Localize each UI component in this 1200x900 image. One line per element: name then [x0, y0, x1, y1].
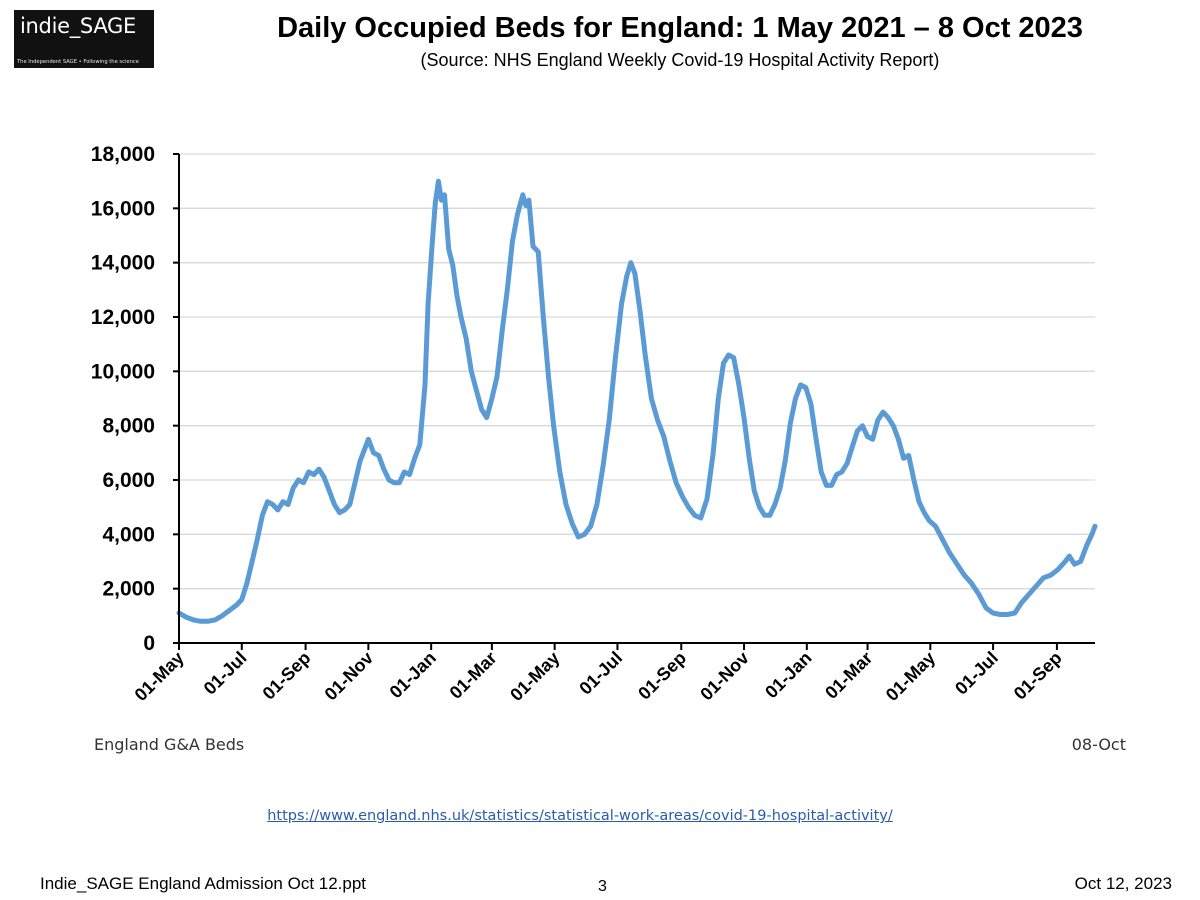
- logo-tagline: The Independent SAGE • Following the sci…: [17, 59, 139, 65]
- line-chart: 0 2,000 4,000 6,000 8,000 10,000 12,000 14,000 1…: [91, 143, 1126, 754]
- x-tick-label: 01-Jul: [575, 648, 626, 699]
- y-axis-ticks: 0 2,000 4,000 6,000 8,000 10,000 12,000 14,000 1…: [91, 143, 179, 655]
- y-tick-label: 10,000: [91, 360, 155, 383]
- footer-date: Oct 12, 2023: [1074, 874, 1172, 893]
- x-tick-label: 01-May: [506, 648, 563, 705]
- series-line-england-ga-beds: [176, 178, 1098, 624]
- y-tick-label: 16,000: [91, 197, 155, 220]
- y-tick-label: 6,000: [102, 469, 155, 492]
- x-tick-label: 01-Jul: [200, 648, 251, 699]
- chart-title: Daily Occupied Beds for England: 1 May 2…: [277, 12, 1083, 44]
- chart-subtitle: (Source: NHS England Weekly Covid-19 Hos…: [420, 50, 940, 70]
- y-tick-label: 12,000: [91, 306, 155, 329]
- x-tick-label: 01-Sep: [259, 648, 315, 704]
- x-tick-label: 01-May: [131, 648, 188, 705]
- source-link[interactable]: https://www.england.nhs.uk/statistics/st…: [267, 808, 893, 824]
- footer-filename: Indie_SAGE England Admission Oct 12.ppt: [40, 874, 367, 893]
- y-tick-label: 0: [143, 632, 155, 655]
- y-tick-label: 2,000: [102, 578, 155, 601]
- x-tick-label: 01-Sep: [1010, 648, 1066, 704]
- x-tick-label: 01-Nov: [696, 648, 753, 705]
- x-tick-label: 01-Mar: [821, 648, 876, 703]
- y-tick-label: 14,000: [91, 252, 155, 275]
- x-tick-label: 01-Jul: [951, 648, 1002, 699]
- y-tick-label: 18,000: [91, 143, 155, 166]
- logo-name: indie_SAGE: [20, 14, 136, 38]
- footer-page-number: 3: [598, 878, 607, 895]
- y-tick-label: 4,000: [102, 523, 155, 546]
- indie-sage-logo: indie_SAGE The Independent SAGE • Follow…: [14, 10, 154, 68]
- x-tick-label: 01-Mar: [446, 648, 501, 703]
- x-tick-label: 01-Jan: [386, 648, 440, 702]
- x-tick-label: 01-May: [882, 648, 939, 705]
- series-label: England G&A Beds: [94, 735, 244, 754]
- y-tick-label: 8,000: [102, 415, 155, 438]
- grid-lines: [179, 153, 1095, 590]
- x-tick-label: 01-Nov: [321, 648, 378, 705]
- x-axis-ticks: 01-May 01-Jul 01-Sep 01-Nov 01-Jan 01-Mar 01-M…: [131, 643, 1066, 705]
- end-date-label: 08-Oct: [1072, 735, 1126, 754]
- x-tick-label: 01-Sep: [634, 648, 690, 704]
- x-tick-label: 01-Jan: [761, 648, 815, 702]
